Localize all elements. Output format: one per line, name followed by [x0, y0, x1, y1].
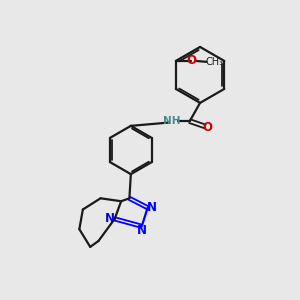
Text: N: N	[137, 224, 147, 237]
Text: CH₃: CH₃	[206, 57, 224, 67]
Text: O: O	[186, 54, 196, 68]
Text: N: N	[105, 212, 115, 225]
Text: NH: NH	[163, 116, 181, 126]
Text: O: O	[202, 121, 212, 134]
Text: N: N	[147, 201, 157, 214]
